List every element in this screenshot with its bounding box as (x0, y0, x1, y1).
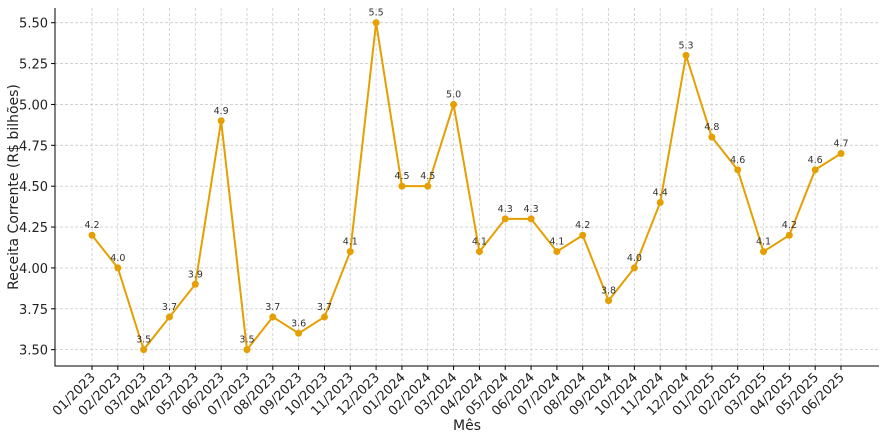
data-point (320, 313, 328, 321)
data-label: 4.0 (627, 253, 642, 264)
data-point (372, 19, 380, 27)
data-label: 3.7 (317, 302, 332, 313)
data-label: 4.2 (575, 220, 590, 231)
data-point (708, 133, 716, 141)
data-label: 4.9 (214, 106, 229, 117)
y-tick-label: 4.50 (19, 180, 48, 195)
data-label: 3.6 (291, 318, 306, 329)
y-tick-label: 4.00 (19, 262, 48, 277)
y-tick-label: 5.00 (19, 98, 48, 113)
data-label: 3.7 (265, 302, 280, 313)
data-point (734, 166, 742, 174)
data-point (501, 215, 509, 223)
data-point (682, 51, 690, 59)
data-label: 4.0 (110, 253, 125, 264)
data-label: 4.6 (808, 155, 823, 166)
data-label: 4.2 (782, 220, 797, 231)
data-point (450, 100, 458, 108)
axes: 3.503.754.004.254.504.755.005.255.5001/2… (19, 8, 879, 419)
data-labels: 4.2 4.0 3.5 3.7 3.9 4.9 3.5 3.7 3.6 3.7 4.1 5.5 4.5 4… (84, 8, 848, 346)
data-point (165, 313, 173, 321)
series-line-path (91, 22, 842, 353)
data-label: 5.0 (446, 89, 461, 100)
data-label: 3.9 (188, 269, 203, 280)
y-tick-label: 4.75 (19, 139, 48, 154)
data-point (398, 182, 406, 190)
data-label: 3.5 (136, 335, 151, 346)
data-point (88, 231, 96, 239)
data-label: 3.5 (239, 335, 254, 346)
data-point (811, 166, 819, 174)
data-label: 3.7 (162, 302, 177, 313)
data-point (243, 346, 251, 354)
data-point (295, 329, 303, 337)
data-point (656, 199, 664, 207)
data-point (760, 248, 768, 256)
data-point (785, 231, 793, 239)
data-label: 5.3 (678, 40, 693, 51)
y-tick-label: 3.75 (19, 303, 48, 318)
data-label: 5.5 (369, 8, 384, 19)
data-label: 3.8 (601, 286, 616, 297)
data-label: 4.1 (549, 237, 564, 248)
data-point (424, 182, 432, 190)
data-label: 4.8 (704, 122, 719, 133)
y-tick-label: 3.50 (19, 344, 48, 359)
data-point (605, 297, 613, 305)
data-label: 4.6 (730, 155, 745, 166)
data-point (269, 313, 277, 321)
data-point (553, 248, 561, 256)
y-tick-label: 4.25 (19, 221, 48, 236)
x-axis-label: Mês (453, 418, 481, 434)
data-point (579, 231, 587, 239)
data-label: 4.1 (472, 237, 487, 248)
data-label: 4.5 (420, 171, 435, 182)
data-point (191, 280, 199, 288)
y-tick-label: 5.50 (19, 17, 48, 32)
data-point (346, 248, 354, 256)
data-label: 4.5 (394, 171, 409, 182)
y-tick-label: 5.25 (19, 58, 48, 73)
y-axis-label: Receita Corrente (R$ bilhões) (6, 84, 22, 290)
data-point (140, 346, 148, 354)
data-point (114, 264, 122, 272)
data-point (630, 264, 638, 272)
data-label: 4.1 (343, 237, 358, 248)
data-label: 4.3 (524, 204, 539, 215)
data-label: 4.3 (498, 204, 513, 215)
data-label: 4.1 (756, 237, 771, 248)
data-point (475, 248, 483, 256)
axis-frame (54, 8, 879, 367)
data-label: 4.2 (84, 220, 99, 231)
data-point (837, 149, 845, 157)
data-point (217, 117, 225, 125)
data-point (527, 215, 535, 223)
series-line (88, 19, 845, 354)
data-label: 4.4 (653, 188, 668, 199)
grid (55, 8, 879, 366)
data-label: 4.7 (833, 138, 848, 149)
